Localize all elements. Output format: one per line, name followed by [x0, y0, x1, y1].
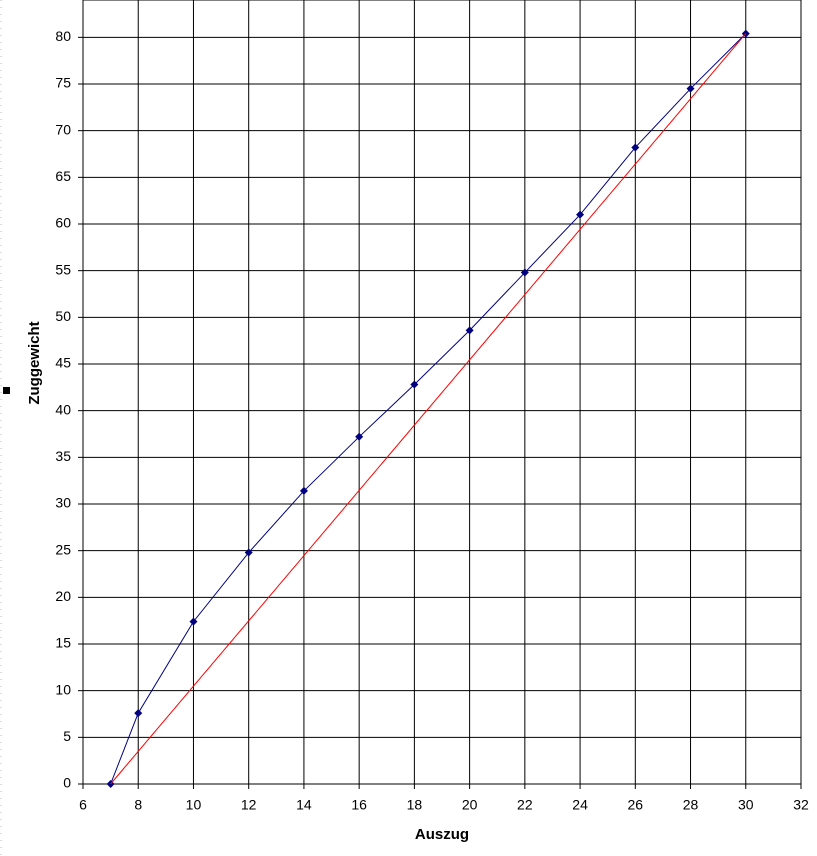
- x-axis-title: Auszug: [415, 826, 469, 843]
- x-tick-label: 26: [628, 797, 644, 813]
- data-point: [686, 84, 695, 93]
- data-point: [410, 380, 419, 389]
- y-tick-label: 5: [63, 728, 71, 744]
- y-tick-label: 65: [55, 168, 71, 184]
- y-tick-label: 75: [55, 75, 71, 91]
- x-tick-label: 24: [572, 797, 588, 813]
- x-tick-label: 22: [517, 797, 533, 813]
- y-tick-label: 0: [63, 775, 71, 791]
- x-tick-label: 20: [462, 797, 478, 813]
- x-tick-label: 6: [79, 797, 87, 813]
- x-tick-label: 32: [793, 797, 809, 813]
- x-tick-label: 28: [683, 797, 699, 813]
- y-tick-label: 15: [55, 635, 71, 651]
- series-line: [110, 33, 747, 785]
- y-tick-label: 45: [55, 355, 71, 371]
- data-point: [520, 268, 529, 277]
- y-tick-label: 30: [55, 495, 71, 511]
- x-tick-label: 12: [241, 797, 257, 813]
- x-tick-label: 16: [351, 797, 367, 813]
- x-tick-label: 10: [186, 797, 202, 813]
- data-point: [576, 210, 585, 219]
- y-tick-label: 25: [55, 541, 71, 557]
- plot-frame: [82, 0, 802, 785]
- data-point: [189, 617, 198, 626]
- x-tick-label: 18: [407, 797, 423, 813]
- data-point: [465, 326, 474, 335]
- data-point: [244, 548, 253, 557]
- y-tick-label: 40: [55, 401, 71, 417]
- y-axis-title: Zuggewicht: [26, 321, 43, 404]
- y-tick-label: 60: [55, 215, 71, 231]
- x-tick-label: 30: [738, 797, 754, 813]
- legend-key: [3, 387, 10, 394]
- y-tick-label: 10: [55, 681, 71, 697]
- y-tick-label: 55: [55, 261, 71, 277]
- data-point: [134, 709, 143, 718]
- data-point: [355, 432, 364, 441]
- y-tick-label: 20: [55, 588, 71, 604]
- y-tick-label: 80: [55, 28, 71, 44]
- x-tick-label: 14: [296, 797, 312, 813]
- y-tick-label: 50: [55, 308, 71, 324]
- data-point: [299, 486, 308, 495]
- x-tick-label: 8: [134, 797, 142, 813]
- data-point: [631, 143, 640, 152]
- y-tick-label: 35: [55, 448, 71, 464]
- y-tick-label: 70: [55, 121, 71, 137]
